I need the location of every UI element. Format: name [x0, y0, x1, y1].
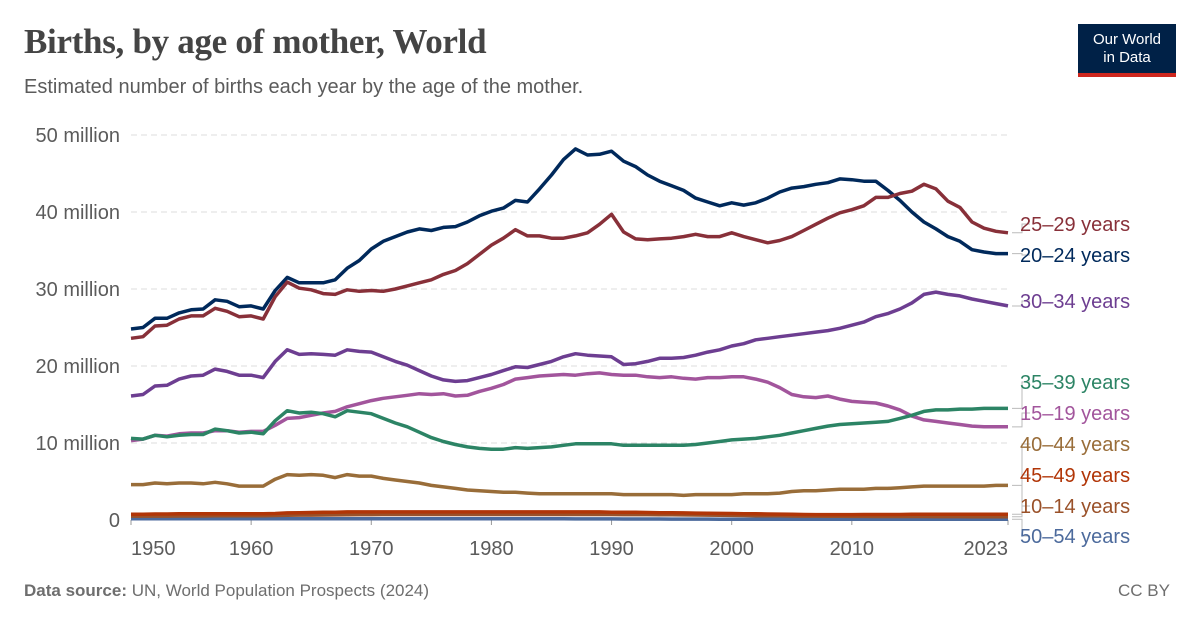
x-tick-label: 1970 [349, 538, 394, 560]
x-tick-label: 1990 [589, 538, 634, 560]
y-tick-label: 10 million [36, 433, 120, 455]
series-line-50-54 [131, 516, 1008, 521]
chart-subtitle: Estimated number of births each year by … [24, 76, 584, 98]
owid-logo[interactable]: Our World in Data [1078, 24, 1176, 77]
y-tick-label: 40 million [36, 202, 120, 224]
y-tick-label: 0 [109, 510, 120, 532]
label-connector [1012, 474, 1030, 515]
series-label: 15–19 years [1020, 403, 1130, 425]
y-tick-label: 20 million [36, 356, 120, 378]
series-line-30-34 [130, 290, 1009, 398]
data-source-text[interactable]: UN, World Population Prospects (2024) [131, 581, 430, 600]
label-connector [1012, 223, 1030, 234]
series-line-45-49 [131, 510, 1008, 517]
series-line-10-14 [131, 512, 1008, 519]
series-line-15-19 [130, 371, 1008, 443]
y-tick-label: 50 million [36, 125, 120, 147]
data-source: Data source: UN, World Population Prospe… [24, 581, 429, 601]
x-tick-label: 2000 [709, 538, 754, 560]
series-line-20-24 [130, 147, 1008, 331]
series-label: 35–39 years [1020, 372, 1130, 394]
series-label: 25–29 years [1020, 214, 1130, 236]
x-tick-label: 1980 [469, 538, 514, 560]
series-line-35-39 [130, 406, 1008, 451]
label-connector [1012, 505, 1030, 518]
x-tick-label: 1960 [229, 538, 274, 560]
y-tick-label: 30 million [36, 279, 120, 301]
series-line-25-29 [130, 182, 1009, 341]
series-label: 40–44 years [1020, 434, 1130, 456]
series-label: 45–49 years [1020, 465, 1130, 487]
label-connector [1012, 381, 1030, 409]
x-tick-label: 2010 [830, 538, 875, 560]
data-source-label: Data source: [24, 581, 127, 600]
label-connector [1012, 518, 1030, 537]
series-label: 20–24 years [1020, 245, 1130, 267]
series-label: 50–54 years [1020, 526, 1130, 548]
label-connector [1012, 253, 1030, 256]
x-tick-label: 1950 [131, 538, 176, 560]
license[interactable]: CC BY [1118, 581, 1170, 600]
series-line-40-44 [131, 472, 1008, 498]
label-connector [1012, 412, 1030, 428]
chart-title: Births, by age of mother, World [24, 22, 487, 61]
label-connector [1012, 443, 1030, 486]
x-tick-label: 2023 [964, 538, 1009, 560]
series-label: 30–34 years [1020, 291, 1130, 313]
series-label: 10–14 years [1020, 496, 1130, 518]
label-connector [1012, 300, 1030, 307]
